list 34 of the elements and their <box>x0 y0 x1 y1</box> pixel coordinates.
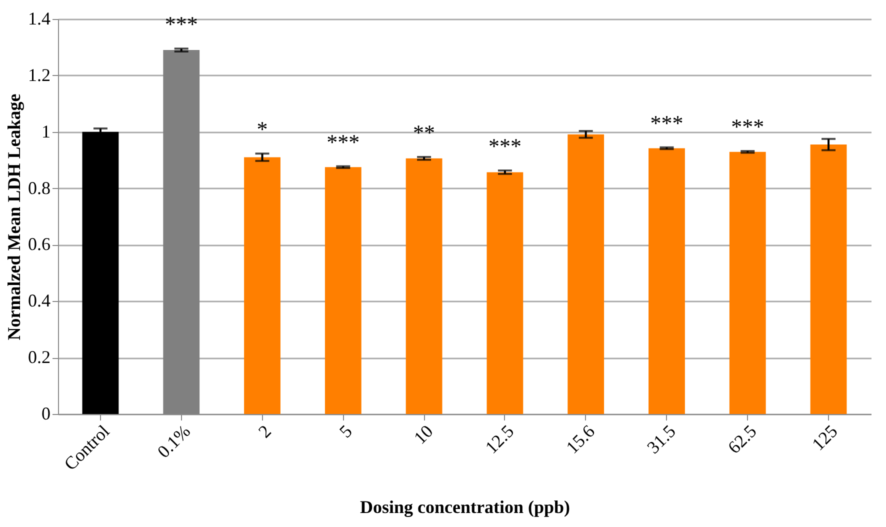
y-tick-label: 0.6 <box>28 234 50 254</box>
data-label: *** <box>650 110 684 136</box>
x-tick-label: 12.5 <box>481 421 518 458</box>
bar <box>729 152 766 414</box>
bar <box>648 148 685 414</box>
y-tick-label: 0.2 <box>28 347 50 368</box>
y-tick-label: 0 <box>42 404 50 424</box>
x-tick-label: 62.5 <box>724 421 760 458</box>
bar <box>324 167 362 414</box>
x-axis-title: Dosing concentration (ppb) <box>360 497 570 518</box>
bar <box>486 172 524 414</box>
data-label: *** <box>731 114 764 140</box>
y-axis-title: Normalzed Mean LDH Leakage <box>4 94 24 340</box>
x-tick-label: 5 <box>335 421 356 442</box>
bar <box>406 158 442 414</box>
x-tick-label: 31.5 <box>643 421 680 458</box>
bar <box>568 134 604 414</box>
data-label: ** <box>413 120 436 145</box>
data-label: * <box>256 116 268 142</box>
bar <box>82 132 119 414</box>
y-tick-label: 1.2 <box>28 64 50 85</box>
x-tick-label: 15.6 <box>562 421 599 458</box>
x-tick-label: 2 <box>254 421 275 442</box>
y-tick-label: 1.4 <box>28 8 50 28</box>
y-tick-label: 0.8 <box>28 178 50 198</box>
data-label: *** <box>326 129 360 154</box>
bar <box>810 144 847 414</box>
data-label: *** <box>164 12 198 37</box>
x-tick-label: 10 <box>410 421 437 448</box>
y-tick-label: 0.4 <box>28 290 50 311</box>
y-tick-label: 1 <box>42 121 50 142</box>
data-label: *** <box>488 134 522 159</box>
bar <box>244 157 280 414</box>
x-tick-label: 125 <box>808 421 842 454</box>
